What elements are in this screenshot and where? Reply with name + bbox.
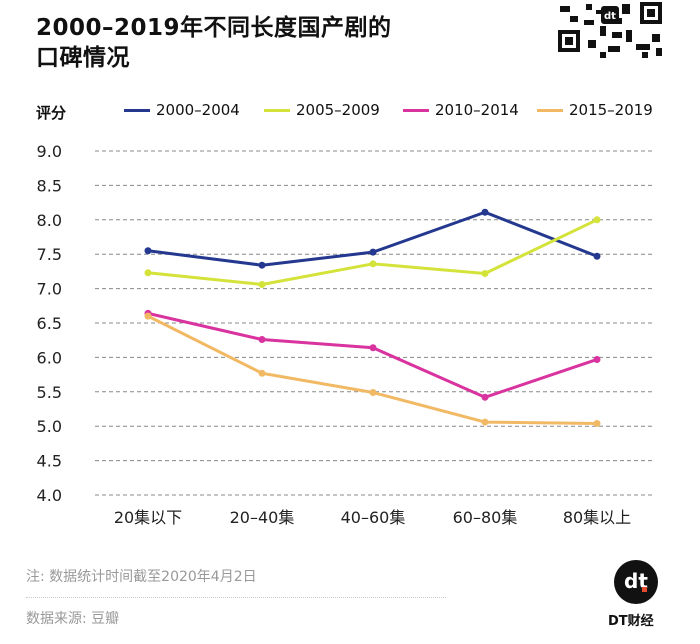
x-tick-label: 40–60集 xyxy=(341,508,406,527)
data-point xyxy=(593,216,601,224)
qr-code-icon: dt xyxy=(556,0,664,58)
data-point xyxy=(258,261,266,269)
x-tick-label: 20–40集 xyxy=(230,508,295,527)
y-tick-label: 7.5 xyxy=(37,245,62,264)
legend-swatch xyxy=(403,108,429,112)
legend-label: 2005–2009 xyxy=(296,101,380,119)
data-point xyxy=(258,369,266,377)
data-point xyxy=(258,336,266,344)
logo-text: dt xyxy=(624,569,648,593)
y-tick-label: 5.0 xyxy=(37,417,62,436)
data-point xyxy=(369,344,377,352)
legend-item-2000-2004: 2000–2004 xyxy=(124,101,240,119)
divider xyxy=(26,597,446,598)
data-point xyxy=(369,388,377,396)
legend-swatch xyxy=(124,108,150,112)
svg-text:dt: dt xyxy=(604,11,616,22)
data-point xyxy=(144,269,152,277)
y-tick-label: 4.5 xyxy=(37,452,62,471)
brand-name: DT财经 xyxy=(608,614,654,629)
data-point xyxy=(258,280,266,288)
chart-title-line1: 2000–2019年不同长度国产剧的 xyxy=(36,15,392,41)
data-point xyxy=(144,312,152,320)
series-line-2010–2014 xyxy=(147,311,598,399)
legend-label: 2000–2004 xyxy=(156,101,240,119)
data-point xyxy=(481,269,489,277)
y-axis-label: 评分 xyxy=(36,104,67,122)
data-point xyxy=(369,260,377,268)
chart-title-line2: 口碑情况 xyxy=(36,45,130,71)
legend-label: 2015–2019 xyxy=(569,101,653,119)
data-source: 数据来源: 豆瓣 xyxy=(26,611,120,627)
data-point xyxy=(593,355,601,363)
y-tick-label: 8.5 xyxy=(37,176,62,195)
data-point xyxy=(481,208,489,216)
y-tick-label: 9.0 xyxy=(37,142,62,161)
legend-item-2005-2009: 2005–2009 xyxy=(264,101,380,119)
legend-swatch xyxy=(537,108,563,112)
legend-item-2010-2014: 2010–2014 xyxy=(403,101,519,119)
data-point xyxy=(593,419,601,427)
data-point xyxy=(144,247,152,255)
y-tick-label: 6.5 xyxy=(37,314,62,333)
legend-label: 2010–2014 xyxy=(435,101,519,119)
y-tick-label: 5.5 xyxy=(37,383,62,402)
data-point xyxy=(369,248,377,256)
dt-logo-icon: dt xyxy=(614,560,658,604)
x-tick-label: 80集以上 xyxy=(563,508,631,527)
y-tick-label: 8.0 xyxy=(37,211,62,230)
y-tick-label: 6.0 xyxy=(37,348,62,367)
data-point xyxy=(593,252,601,260)
line-chart: 4.0 4.5 5.0 5.5 6.0 6.5 7.0 7.5 8.0 8.5 9.0 20集以下 20… xyxy=(37,142,655,527)
footnote: 注: 数据统计时间截至2020年4月2日 xyxy=(26,569,257,585)
data-point xyxy=(481,418,489,426)
data-point xyxy=(481,393,489,401)
x-tick-label: 20集以下 xyxy=(114,508,182,527)
y-tick-label: 4.0 xyxy=(37,486,62,505)
y-tick-label: 7.0 xyxy=(37,280,62,299)
series-line-2015–2019 xyxy=(147,314,598,425)
legend-item-2015-2019: 2015–2019 xyxy=(537,101,653,119)
x-tick-label: 60–80集 xyxy=(453,508,518,527)
legend-swatch xyxy=(264,108,290,112)
